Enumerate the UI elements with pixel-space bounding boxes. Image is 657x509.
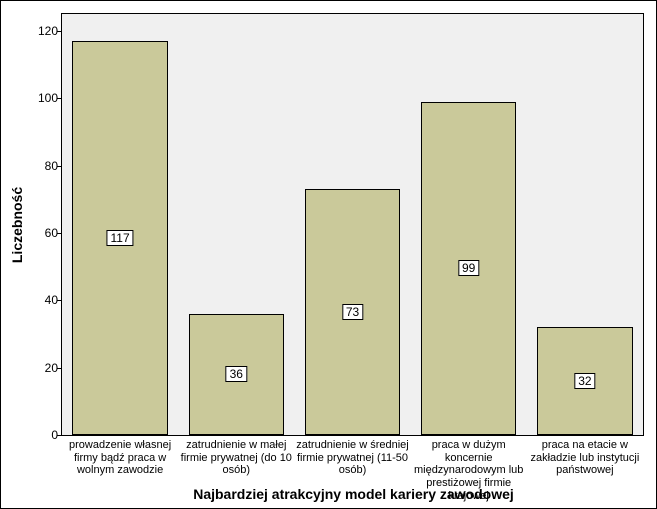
y-tick-label: 100 [26,91,58,105]
y-tick-label: 40 [26,293,58,307]
y-tick-label: 0 [26,428,58,442]
bar-value-label: 36 [226,366,247,382]
bar-value-label: 99 [458,260,479,276]
y-tick-label: 60 [26,226,58,240]
y-tick-mark [57,300,62,301]
x-category-label: prowadzenie własnej firmy bądź praca w w… [63,439,177,477]
y-tick-mark [57,98,62,99]
x-category-label: zatrudnienie w średniej firmie prywatnej… [296,439,410,477]
y-axis-title: Liczebność [9,186,25,262]
y-tick-mark [57,166,62,167]
y-tick-mark [57,435,62,436]
y-tick-mark [57,31,62,32]
y-tick-mark [57,368,62,369]
bar-value-label: 32 [574,373,595,389]
bar-value-label: 117 [107,230,134,246]
x-axis-title: Najbardziej atrakcyjny model kariery zaw… [61,486,646,502]
x-category-label: praca na etacie w zakładzie lub instytuc… [528,439,642,477]
x-category-label: zatrudnienie w małej firmie prywatnej (d… [179,439,293,477]
y-tick-mark [57,233,62,234]
y-tick-label: 20 [26,361,58,375]
chart-frame: Liczebność 020406080100120117prowadzenie… [0,0,657,509]
plot-area: 020406080100120117prowadzenie własnej fi… [61,13,644,436]
y-tick-label: 80 [26,159,58,173]
y-tick-label: 120 [26,24,58,38]
bar-value-label: 73 [342,304,363,320]
y-axis-title-container: Liczebność [7,1,27,448]
